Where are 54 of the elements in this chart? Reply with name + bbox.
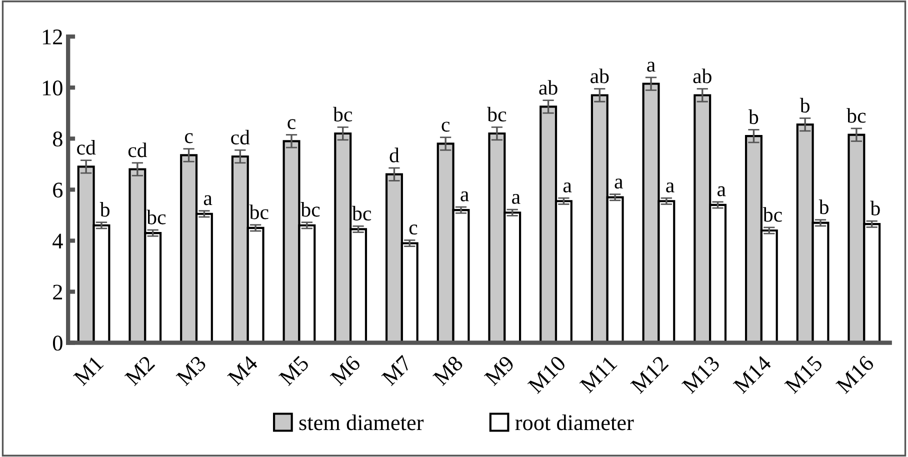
annotation: cd xyxy=(77,140,96,155)
x-tick-label: M1 xyxy=(72,355,104,386)
annotation: bc xyxy=(352,206,372,221)
x-tick-label: M12 xyxy=(630,355,669,394)
annotation: a xyxy=(563,182,572,192)
x-tick-label: M9 xyxy=(484,355,516,386)
y-tick-label: 12 xyxy=(42,30,62,44)
annotation: a xyxy=(666,182,674,192)
annotation: a xyxy=(512,194,520,204)
annotation: bc xyxy=(249,204,268,220)
annotation: bc xyxy=(846,108,866,123)
annotation: bc xyxy=(300,202,320,217)
annotation: bc xyxy=(333,106,352,122)
annotation: c xyxy=(409,224,418,235)
x-tick-label: M11 xyxy=(579,355,618,394)
annotation: ab xyxy=(693,68,712,84)
annotation: bc xyxy=(487,106,506,122)
y-tick-label: 8 xyxy=(52,132,62,147)
x-tick-label: M5 xyxy=(278,355,310,386)
x-tick-label: M8 xyxy=(432,354,464,386)
x-tick-label: M3 xyxy=(176,354,207,386)
y-tick-label: 2 xyxy=(53,284,62,300)
x-tick-label: M2 xyxy=(124,355,156,386)
y-tick-label: 10 xyxy=(42,80,62,96)
annotation: a xyxy=(717,186,726,196)
annotation: cd xyxy=(128,142,148,158)
x-tick-label: M7 xyxy=(381,354,412,386)
annotation: a xyxy=(204,195,212,206)
annotation: c xyxy=(184,133,193,144)
annotation: ab xyxy=(539,80,558,95)
annotation: b xyxy=(818,199,829,214)
annotation: bc xyxy=(146,210,166,224)
annotation: b xyxy=(748,109,758,124)
x-tick-label: M10 xyxy=(527,354,566,394)
annotation: a xyxy=(460,191,469,202)
annotation: c xyxy=(288,119,296,130)
legend-label: root diameter xyxy=(515,414,634,430)
y-tick-label: 6 xyxy=(53,182,63,198)
annotation: a xyxy=(614,178,624,189)
annotation: bc xyxy=(762,207,782,222)
annotation: b xyxy=(800,98,810,113)
x-tick-label: M6 xyxy=(330,354,362,386)
annotation: b xyxy=(870,200,880,216)
annotation: cd xyxy=(231,130,250,144)
y-tick-label: 0 xyxy=(52,336,62,351)
y-tick-label: 4 xyxy=(52,234,63,248)
annotation: b xyxy=(100,202,110,217)
annotation: a xyxy=(647,62,656,72)
x-tick-label: M13 xyxy=(681,354,721,394)
annotation: ab xyxy=(590,68,609,84)
annotation: d xyxy=(390,148,400,162)
annotation: c xyxy=(442,122,450,132)
x-tick-label: M4 xyxy=(227,354,259,386)
legend-label: stem diameter xyxy=(299,414,424,430)
